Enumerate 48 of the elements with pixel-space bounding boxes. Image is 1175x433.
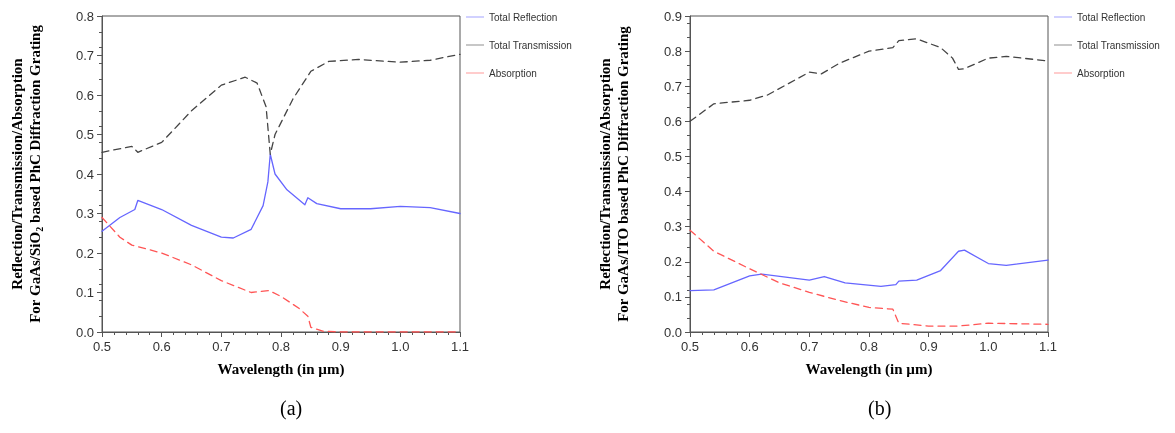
x-tick-label: 0.7 xyxy=(212,339,231,354)
y-tick-label: 0.6 xyxy=(663,113,682,129)
line-series xyxy=(101,53,461,155)
x-tick-label: 1.1 xyxy=(1038,339,1058,354)
legend-label: Total Reflection xyxy=(489,11,558,23)
y-tick-label: 0.5 xyxy=(663,148,682,164)
line-series xyxy=(101,153,461,239)
y-tick-label: 0.9 xyxy=(663,8,682,24)
y-tick-label: 0.0 xyxy=(663,324,682,340)
x-axis-title: Wavelength (in µm) xyxy=(805,361,933,378)
y-tick-label: 0.2 xyxy=(663,254,682,270)
y-tick-label: 0.7 xyxy=(663,78,682,94)
x-tick-label: 0.5 xyxy=(92,339,112,354)
y-tick-label: 0.1 xyxy=(663,289,682,305)
text: (a) xyxy=(280,397,303,420)
y-tick-label: 0.5 xyxy=(75,127,94,142)
x-axis-title: Wavelength (in µm) xyxy=(217,361,345,378)
x-tick-label: 0.8 xyxy=(859,339,879,354)
x-tick-label: 0.9 xyxy=(331,339,350,354)
y-tick-label: 0.6 xyxy=(75,87,94,103)
x-tick-label: 1.0 xyxy=(979,339,998,354)
line-series xyxy=(689,249,1049,292)
y-tick-label: 0.2 xyxy=(75,245,94,261)
y-tick-label: 0.8 xyxy=(75,8,94,24)
x-tick-label: 0.8 xyxy=(271,339,291,354)
legend-label: Total Transmission xyxy=(1077,39,1160,51)
x-tick-label: 0.6 xyxy=(740,339,759,354)
x-tick-label: 1.0 xyxy=(391,339,410,354)
x-tick-label: 0.7 xyxy=(800,339,819,354)
legend-label: Absorption xyxy=(489,67,537,79)
y-tick-label: 0.0 xyxy=(75,324,94,340)
text: (b) xyxy=(868,397,892,420)
y-tick-label: 0.4 xyxy=(663,184,682,200)
y-tick-label: 0.3 xyxy=(663,219,682,235)
x-tick-label: 0.5 xyxy=(680,339,700,354)
x-tick-label: 0.6 xyxy=(152,339,171,354)
legend-label: Absorption xyxy=(1077,67,1125,79)
y-tick-label: 0.4 xyxy=(75,166,94,182)
line-series xyxy=(689,229,1049,327)
legend-label: Total Transmission xyxy=(489,39,572,51)
y-axis-title: Reflection/Transmission/Absorption For GaAs/ITO based PhC Diffraction Grating xyxy=(597,25,631,322)
y-tick-label: 0.1 xyxy=(75,285,94,300)
y-tick-label: 0.8 xyxy=(663,43,682,59)
legend-label: Total Reflection xyxy=(1077,11,1146,23)
y-tick-label: 0.3 xyxy=(75,206,94,221)
x-tick-label: 1.1 xyxy=(450,339,470,354)
y-tick-label: 0.7 xyxy=(75,48,94,63)
x-tick-label: 0.9 xyxy=(919,339,938,354)
